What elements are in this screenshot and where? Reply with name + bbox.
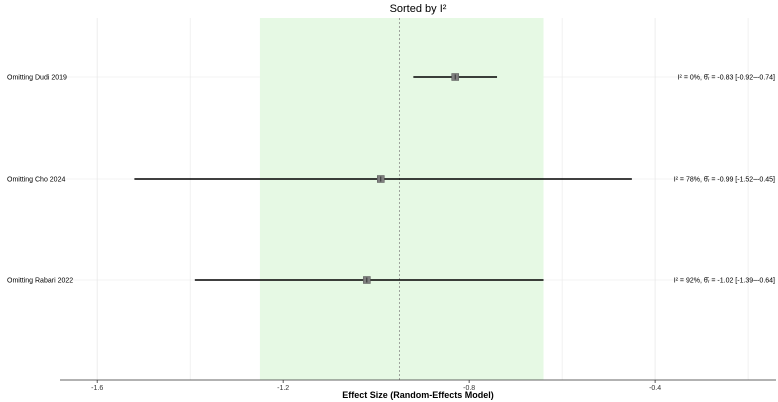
study-label: Omitting Rabari 2022 bbox=[7, 278, 73, 285]
study-rows: Omitting Dudi 2019 I² = 0%, θ̂ᵣ = -0.83 [… bbox=[7, 73, 775, 285]
x-tick-label: -0.8 bbox=[463, 385, 475, 392]
study-row: Omitting Cho 2024 I² = 78%, θ̂ᵣ = -0.99 [… bbox=[7, 175, 775, 184]
study-label: Omitting Dudi 2019 bbox=[7, 75, 67, 82]
row-annotation: I² = 78%, θ̂ᵣ = -0.99 [-1.52–-0.45] bbox=[674, 177, 775, 184]
x-axis-ticks: -1.6 -1.2 -0.8 -0.4 bbox=[91, 380, 661, 392]
x-tick-label: -1.6 bbox=[91, 385, 103, 392]
row-annotation: I² = 0%, θ̂ᵣ = -0.83 [-0.92–-0.74] bbox=[678, 75, 775, 82]
chart-title: Sorted by I² bbox=[390, 3, 447, 15]
x-tick-label: -0.4 bbox=[649, 385, 661, 392]
study-label: Omitting Cho 2024 bbox=[7, 177, 65, 184]
study-row: Omitting Rabari 2022 I² = 92%, θ̂ᵣ = -1.0… bbox=[7, 276, 775, 285]
study-row: Omitting Dudi 2019 I² = 0%, θ̂ᵣ = -0.83 [… bbox=[7, 73, 775, 82]
shaded-region bbox=[259, 18, 544, 380]
x-tick-label: -1.2 bbox=[277, 385, 289, 392]
x-axis-label: Effect Size (Random-Effects Model) bbox=[342, 390, 494, 400]
row-annotation: I² = 92%, θ̂ᵣ = -1.02 [-1.39–-0.64] bbox=[674, 278, 775, 285]
